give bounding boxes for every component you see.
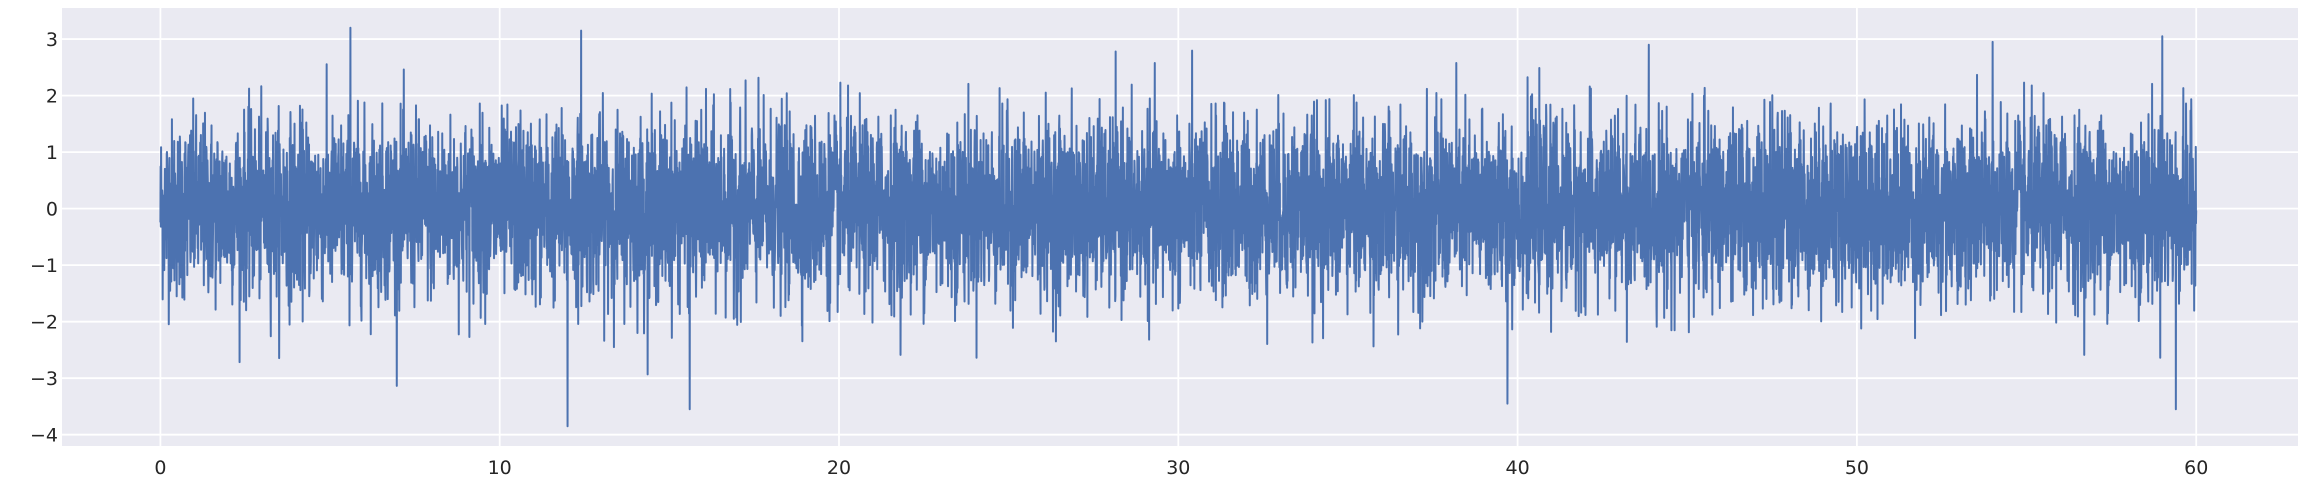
y-tick-label: −1 — [30, 255, 58, 277]
series-line — [159, 26, 2198, 428]
x-tick-label: 30 — [1166, 457, 1190, 479]
x-tick-label: 40 — [1506, 457, 1530, 479]
y-tick-label: 1 — [46, 142, 58, 164]
y-tick-label: −3 — [30, 368, 58, 390]
x-tick-label: 50 — [1845, 457, 1869, 479]
y-axis-ticks: −4 −3 −2 −1 0 1 2 3 — [30, 29, 58, 447]
x-axis-ticks: 0 10 20 30 40 50 60 — [154, 457, 2208, 479]
y-tick-label: 0 — [46, 199, 58, 221]
x-tick-label: 10 — [488, 457, 512, 479]
y-tick-label: −4 — [30, 425, 58, 447]
y-tick-label: 2 — [46, 86, 58, 108]
x-tick-label: 20 — [827, 457, 851, 479]
y-tick-label: −2 — [30, 312, 58, 334]
x-tick-label: 0 — [154, 457, 166, 479]
y-tick-label: 3 — [46, 29, 58, 51]
series-layer — [159, 26, 2198, 428]
x-tick-label: 60 — [2184, 457, 2208, 479]
